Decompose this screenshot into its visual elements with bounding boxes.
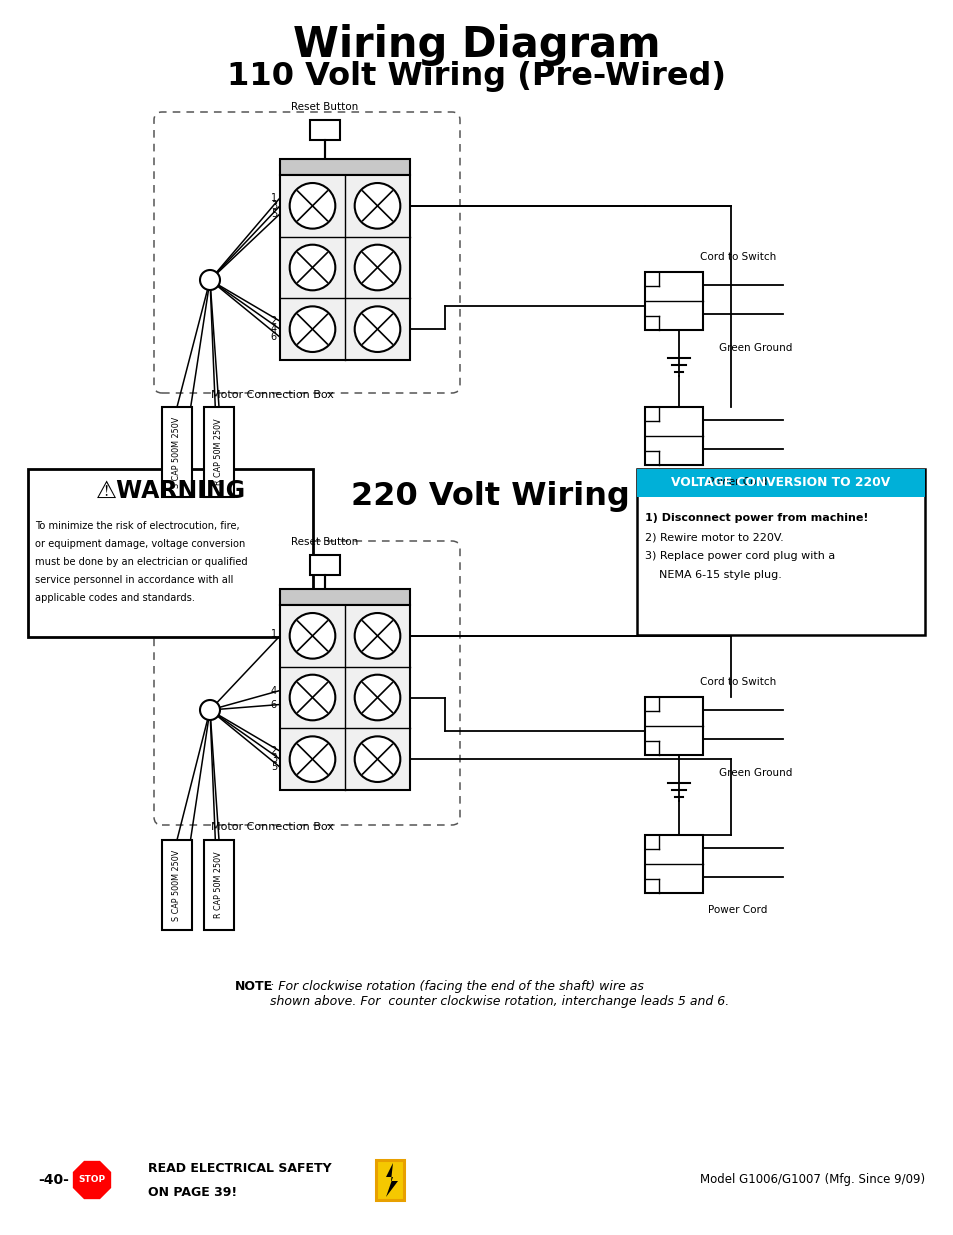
Bar: [162, 408, 192, 496]
Text: Cord to Switch: Cord to Switch: [700, 252, 776, 262]
Text: 1: 1: [271, 193, 276, 203]
Text: VOLTAGE CONVERSION TO 220V: VOLTAGE CONVERSION TO 220V: [671, 477, 890, 489]
Circle shape: [290, 613, 335, 658]
Text: 6: 6: [271, 332, 276, 342]
Circle shape: [355, 306, 400, 352]
Circle shape: [200, 270, 220, 290]
Bar: [28, 469, 313, 637]
Bar: [644, 697, 702, 755]
Text: Reset Button: Reset Button: [291, 103, 358, 112]
Text: Power Cord: Power Cord: [707, 477, 767, 487]
Text: : For clockwise rotation (facing the end of the shaft) wire as
shown above. For : : For clockwise rotation (facing the end…: [270, 981, 728, 1008]
Text: 3: 3: [271, 201, 276, 211]
Bar: [310, 555, 339, 576]
Text: 4: 4: [271, 324, 276, 335]
Bar: [280, 159, 410, 175]
Text: STOP: STOP: [78, 1176, 106, 1184]
Circle shape: [290, 183, 335, 228]
Text: 6: 6: [271, 699, 276, 709]
Text: S CAP 500M 250V: S CAP 500M 250V: [172, 850, 181, 920]
Circle shape: [290, 245, 335, 290]
Bar: [280, 605, 410, 790]
Text: Green Ground: Green Ground: [719, 343, 792, 353]
Bar: [637, 469, 924, 635]
Text: 2: 2: [271, 746, 276, 756]
Bar: [310, 120, 339, 140]
Text: Power Cord: Power Cord: [707, 905, 767, 915]
Text: or equipment damage, voltage conversion: or equipment damage, voltage conversion: [35, 538, 245, 550]
Text: 5: 5: [271, 762, 276, 772]
Bar: [204, 840, 233, 930]
Bar: [644, 408, 702, 466]
Bar: [280, 589, 410, 605]
Text: Reset Button: Reset Button: [291, 537, 358, 547]
Circle shape: [355, 736, 400, 782]
Text: NOTE: NOTE: [234, 981, 273, 993]
Text: 2) Rewire motor to 220V.: 2) Rewire motor to 220V.: [644, 532, 783, 542]
Text: ON PAGE 39!: ON PAGE 39!: [148, 1186, 237, 1198]
Text: 4: 4: [271, 685, 276, 695]
Circle shape: [290, 674, 335, 720]
Text: Green Ground: Green Ground: [719, 768, 792, 778]
Text: service personnel in accordance with all: service personnel in accordance with all: [35, 576, 233, 585]
Bar: [644, 835, 702, 893]
Text: 220 Volt Wiring: 220 Volt Wiring: [350, 482, 629, 513]
Text: 5: 5: [271, 209, 276, 219]
Text: Cord to Switch: Cord to Switch: [700, 677, 776, 687]
Polygon shape: [386, 1163, 397, 1197]
Circle shape: [355, 674, 400, 720]
Circle shape: [200, 700, 220, 720]
Text: 3) Replace power cord plug with a: 3) Replace power cord plug with a: [644, 551, 835, 561]
Text: 1: 1: [271, 629, 276, 638]
Text: R CAP 50M 250V: R CAP 50M 250V: [214, 419, 223, 485]
Text: To minimize the risk of electrocution, fire,: To minimize the risk of electrocution, f…: [35, 521, 239, 531]
Bar: [644, 272, 702, 330]
Bar: [375, 1160, 403, 1200]
Circle shape: [290, 736, 335, 782]
Circle shape: [355, 613, 400, 658]
Circle shape: [355, 183, 400, 228]
Text: NEMA 6-15 style plug.: NEMA 6-15 style plug.: [644, 571, 781, 580]
Bar: [162, 840, 192, 930]
Bar: [204, 408, 233, 496]
Text: 1) Disconnect power from machine!: 1) Disconnect power from machine!: [644, 513, 867, 522]
Text: must be done by an electrician or qualified: must be done by an electrician or qualif…: [35, 557, 248, 567]
Circle shape: [290, 306, 335, 352]
Text: Motor Connection Box: Motor Connection Box: [211, 823, 334, 832]
Text: Wiring Diagram: Wiring Diagram: [293, 23, 660, 65]
Circle shape: [355, 245, 400, 290]
Text: 110 Volt Wiring (Pre-Wired): 110 Volt Wiring (Pre-Wired): [227, 62, 726, 93]
Text: ⚠WARNING: ⚠WARNING: [95, 479, 245, 503]
Polygon shape: [73, 1162, 111, 1198]
Text: R CAP 50M 250V: R CAP 50M 250V: [214, 852, 223, 919]
Bar: [637, 469, 924, 496]
Text: 2: 2: [271, 316, 276, 326]
Text: S CAP 500M 250V: S CAP 500M 250V: [172, 416, 181, 488]
Text: Model G1006/G1007 (Mfg. Since 9/09): Model G1006/G1007 (Mfg. Since 9/09): [700, 1173, 924, 1187]
Text: applicable codes and standards.: applicable codes and standards.: [35, 593, 194, 603]
Text: READ ELECTRICAL SAFETY: READ ELECTRICAL SAFETY: [148, 1161, 332, 1174]
Bar: [280, 175, 410, 359]
Text: Motor Connection Box: Motor Connection Box: [211, 390, 334, 400]
Text: -40-: -40-: [38, 1173, 69, 1187]
Text: 3: 3: [271, 755, 276, 764]
